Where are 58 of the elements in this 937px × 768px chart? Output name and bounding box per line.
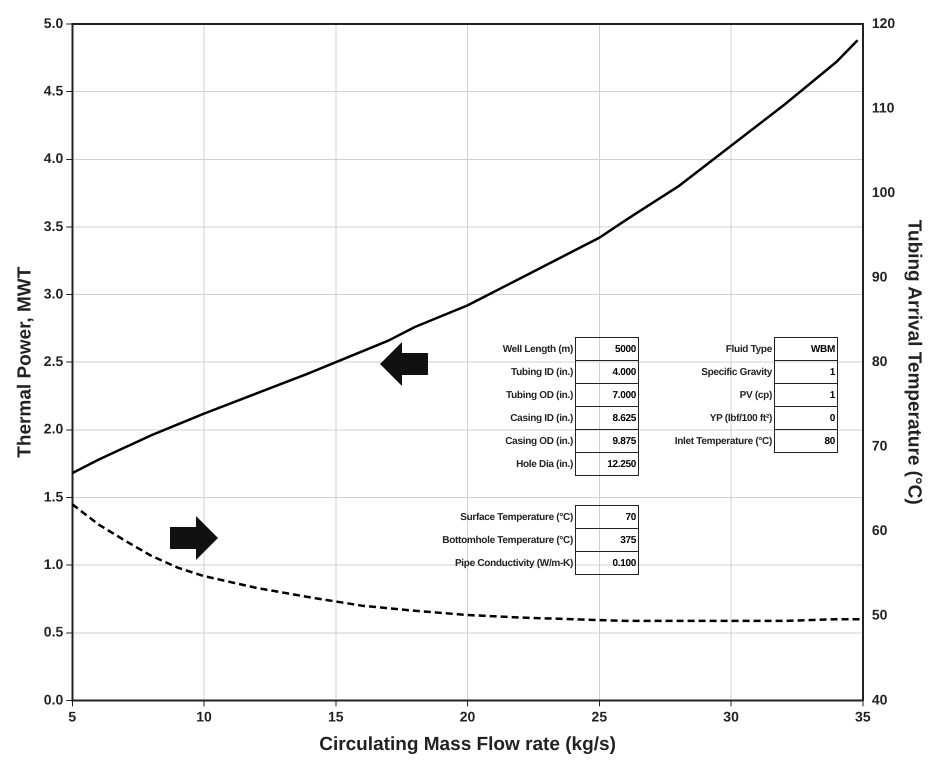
y2-tick-label: 60 bbox=[872, 522, 888, 538]
annotation: Well Length (m) bbox=[502, 342, 574, 356]
y-tick-label: 2.0 bbox=[44, 420, 64, 437]
y2-tick-label: 110 bbox=[872, 99, 895, 116]
annotation: Fluid Type bbox=[724, 342, 773, 356]
y-tick-label: 4.0 bbox=[44, 150, 64, 166]
y2-tick-label: 50 bbox=[872, 606, 888, 623]
annotation: YP (lbf/100 ft²) bbox=[708, 412, 773, 426]
annotation: Casing ID (in.) bbox=[509, 412, 574, 426]
annotation: Bottomhole Temperature (°C) bbox=[441, 534, 574, 548]
annotation: 70 bbox=[576, 506, 638, 528]
annotation: 1 bbox=[774, 360, 838, 384]
annotation: Tubing ID (in.) bbox=[510, 366, 574, 380]
y2-tick-label: 90 bbox=[872, 268, 888, 285]
annotation: 80 bbox=[774, 430, 838, 452]
annotation: WBM bbox=[774, 338, 838, 360]
annotation: PV (cp) bbox=[738, 388, 773, 402]
annotation: 12.250 bbox=[576, 452, 638, 476]
annotation: Surface Temperature (°C) bbox=[459, 510, 574, 524]
annotation: 375 bbox=[576, 528, 638, 552]
annotation: Tubing OD (in.) bbox=[505, 388, 574, 402]
annotation: 8.625 bbox=[576, 406, 638, 430]
annotation: 0.100 bbox=[576, 552, 638, 574]
annotation: 7.000 bbox=[576, 384, 638, 406]
x-axis-title: Circulating Mass Flow rate (kg/s) bbox=[319, 734, 616, 755]
x-tick-label: 20 bbox=[460, 708, 476, 725]
annotation: 4.000 bbox=[576, 360, 638, 384]
annotation: Casing OD (in.) bbox=[504, 434, 574, 448]
y2-tick-label: 40 bbox=[872, 691, 888, 708]
y-tick-label: 3.5 bbox=[44, 218, 64, 234]
annotation: 5000 bbox=[576, 338, 638, 360]
y2-tick-label: 70 bbox=[872, 438, 888, 454]
annotation: 0 bbox=[774, 406, 838, 430]
x-tick-label: 35 bbox=[855, 708, 871, 725]
y2-tick-label: 80 bbox=[872, 353, 888, 370]
y-tick-label: 0.5 bbox=[44, 624, 64, 640]
x-tick-label: 10 bbox=[196, 708, 212, 725]
y-tick-label: 4.5 bbox=[44, 82, 64, 98]
annotation: Pipe Conductivity (W/m-K) bbox=[454, 556, 574, 570]
annotation: 1 bbox=[774, 384, 838, 406]
y-axis-title: Thermal Power, MWT bbox=[14, 266, 36, 458]
x-tick-label: 15 bbox=[328, 708, 344, 725]
y2-tick-label: 100 bbox=[872, 184, 896, 200]
y-tick-label: 2.5 bbox=[44, 353, 64, 370]
y-tick-label: 1.5 bbox=[44, 488, 64, 504]
y-tick-label: 0.0 bbox=[44, 691, 64, 708]
x-tick-label: 25 bbox=[592, 708, 608, 725]
y2-axis-title: Tubing Arrival Temperature (°C) bbox=[903, 220, 924, 505]
y-tick-label: 5.0 bbox=[44, 14, 64, 31]
annotation: Inlet Temperature (°C) bbox=[674, 434, 773, 448]
x-tick-label: 5 bbox=[68, 708, 76, 725]
annotation: 9.875 bbox=[576, 430, 638, 452]
y-tick-label: 3.0 bbox=[44, 285, 64, 302]
y-tick-label: 1.0 bbox=[44, 556, 64, 572]
annotation: Hole Dia (in.) bbox=[515, 458, 574, 472]
x-tick-label: 30 bbox=[723, 708, 740, 725]
annotation: Specific Gravity bbox=[700, 366, 774, 380]
y2-tick-label: 120 bbox=[872, 14, 896, 31]
